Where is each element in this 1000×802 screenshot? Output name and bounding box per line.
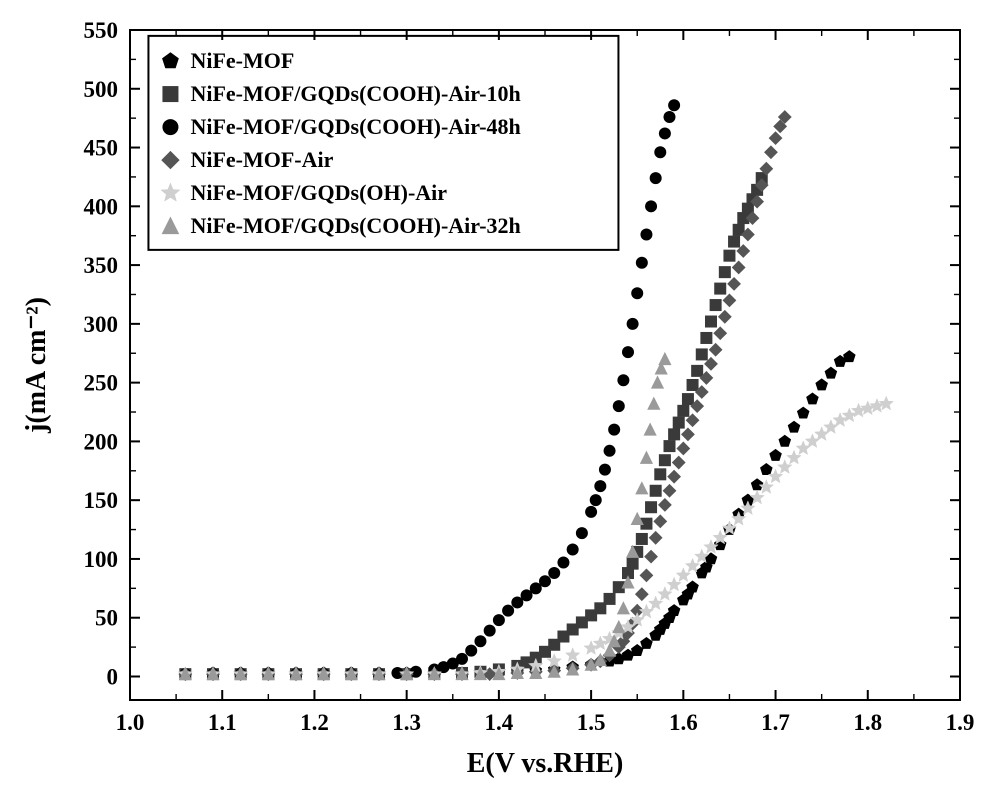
- chart-svg: 1.0 1.1 1.2 1.3 1.4 1.5 1.6 1.7 1.8 1.9 0 50 100 150 2…: [0, 0, 1000, 802]
- legend-label: NiFe-MOF-Air: [190, 147, 333, 172]
- x-tick-label: 1.9: [946, 710, 975, 735]
- x-tick-label: 1.5: [577, 710, 606, 735]
- x-tick-label: 1.7: [761, 710, 790, 735]
- x-axis-title: E(V vs.RHE): [467, 748, 624, 779]
- y-tick-label: 200: [84, 429, 119, 454]
- y-tick-label: 50: [95, 606, 118, 631]
- x-tick-label: 1.4: [485, 710, 514, 735]
- y-tick-label: 550: [84, 18, 119, 43]
- x-tick-label: 1.6: [669, 710, 698, 735]
- legend-label: NiFe-MOF/GQDs(OH)-Air: [190, 180, 447, 205]
- series: [179, 352, 672, 680]
- legend-label: NiFe-MOF/GQDs(COOH)-Air-32h: [190, 213, 520, 238]
- x-tick-label: 1.1: [208, 710, 237, 735]
- y-tick-label: 250: [84, 371, 119, 396]
- y-tick-label: 450: [84, 136, 119, 161]
- y-tick-label: 150: [84, 488, 119, 513]
- legend-label: NiFe-MOF/GQDs(COOH)-Air-10h: [190, 81, 520, 106]
- legend-label: NiFe-MOF: [190, 48, 294, 73]
- series: [179, 350, 856, 679]
- x-tick-label: 1.2: [300, 710, 329, 735]
- y-tick-label: 500: [84, 77, 119, 102]
- y-tick-label: 100: [84, 547, 119, 572]
- legend-label: NiFe-MOF/GQDs(COOH)-Air-48h: [190, 114, 520, 139]
- y-tick-label: 0: [107, 664, 119, 689]
- y-axis-title: j(mA cm⁻²): [21, 297, 52, 434]
- y-tick-label: 350: [84, 253, 119, 278]
- y-tick-label: 400: [84, 194, 119, 219]
- chart-container: 1.0 1.1 1.2 1.3 1.4 1.5 1.6 1.7 1.8 1.9 0 50 100 150 2…: [0, 0, 1000, 802]
- x-tick-label: 1.0: [116, 710, 145, 735]
- x-tick-label: 1.8: [853, 710, 882, 735]
- y-tick-label: 300: [84, 312, 119, 337]
- x-tick-label: 1.3: [392, 710, 421, 735]
